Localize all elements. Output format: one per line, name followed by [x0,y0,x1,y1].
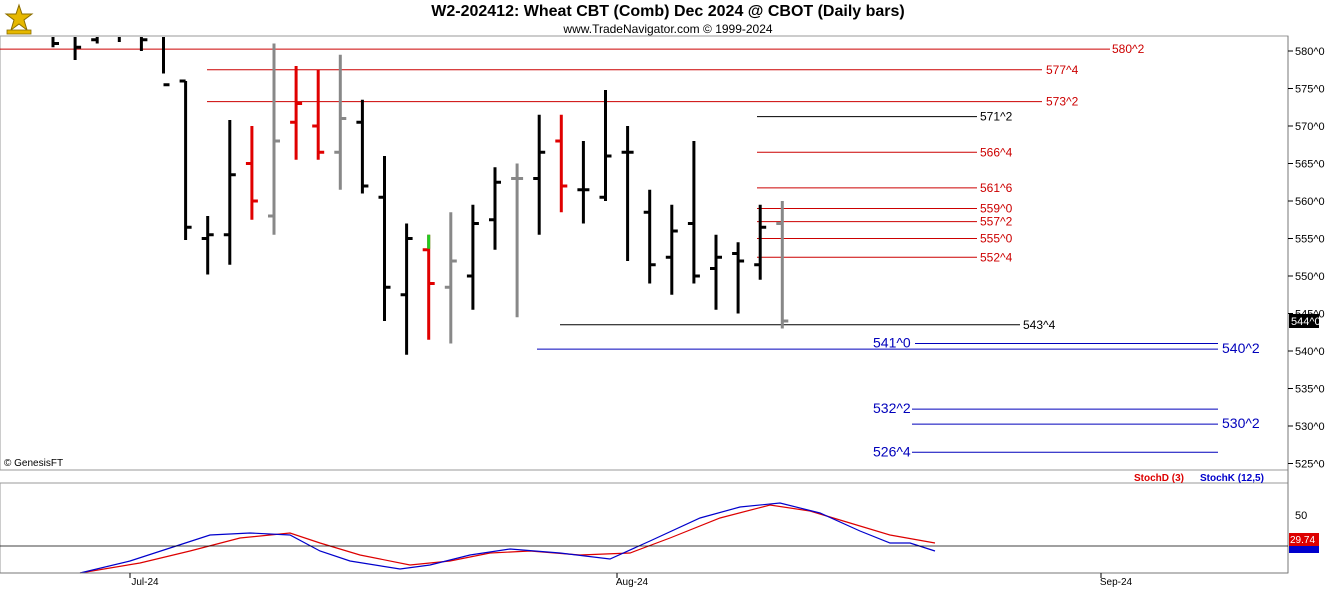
price-tick-label: 580^0 [1295,46,1325,58]
price-tick-label: 540^0 [1295,346,1325,358]
stoch-k-box [1289,546,1319,553]
price-tick-label: 555^0 [1295,234,1325,246]
ohlc-bar [91,37,99,44]
price-panel [0,35,1289,471]
ohlc-bar [223,120,236,265]
ohlc-bar [732,242,745,314]
price-axis: 580^0575^0570^0565^0560^0555^0550^0545^0… [1287,36,1325,573]
ohlc-bar [245,126,258,220]
ohlc-bar [511,163,524,318]
level-label: 526^4 [873,443,911,459]
level-lines: 580^2 577^4 573^2 571^2 566^4 561^6 559^0557^2… [0,42,1260,459]
date-label: Aug-24 [616,577,649,588]
ohlc-bar [51,37,59,48]
ohlc-bar [179,79,192,240]
ohlc-bar [378,156,391,321]
price-tick-label: 570^0 [1295,121,1325,133]
level-label: 541^0 [873,335,911,351]
ohlc-bar [643,189,656,284]
ohlc-bar [621,126,634,261]
level-label: 559^0 [980,202,1013,216]
ohlc-bar [489,167,501,250]
ohlc-bar [599,90,612,201]
last-price-box [1289,314,1319,328]
date-label: Sep-24 [1100,577,1133,588]
ohlc-bar [139,37,148,51]
ohlc-bar [466,204,479,310]
price-tick-label: 535^0 [1295,384,1325,396]
stoch-value-label: 29.74 [1290,535,1315,546]
ohlc-bar [555,114,568,213]
stoch-tick-label: 50 [1295,510,1307,522]
ohlc-bar [290,66,303,160]
price-tick-label: 565^0 [1295,159,1325,171]
ohlc-bar [268,43,280,235]
ohlc-bar [422,234,435,340]
ohlc-bar [400,223,413,355]
level-label: 571^2 [980,110,1013,124]
stoch-d-legend: StochD (3) [1134,473,1184,484]
stoch-k-legend: StochK (12,5) [1200,473,1264,484]
ohlc-bar [162,37,170,87]
copyright-label: © GenesisFT [4,458,64,469]
ohlc-bar [334,54,347,190]
date-label: Jul-24 [131,577,159,588]
price-tick-label: 530^0 [1295,421,1325,433]
chart-title: W2-202412: Wheat CBT (Comb) Dec 2024 @ C… [431,3,905,20]
ohlc-bar [312,69,325,160]
ohlc-bar [201,216,214,275]
chart-subtitle: www.TradeNavigator.com © 1999-2024 [563,22,773,36]
stoch-k-line [79,502,936,574]
date-axis: Jul-24 Aug-24 Sep-24 [0,572,1288,588]
level-label: 566^4 [980,145,1013,159]
level-label: 555^0 [980,232,1013,246]
level-label: 543^4 [1023,318,1056,332]
level-label: 552^4 [980,250,1013,264]
ohlc-bar [665,204,678,295]
stochastic-panel [0,482,1289,574]
ohlc-bar [687,141,700,284]
price-tick-label: 560^0 [1295,196,1325,208]
stoch-value-box [1289,533,1319,546]
ohlc-bar [533,114,546,235]
stoch-d-line [79,504,936,574]
ohlc-bar [73,37,82,60]
level-label: 557^2 [980,215,1013,229]
level-label: 530^2 [1222,415,1260,431]
last-price-marker: 544^0 [1289,314,1321,328]
ohlc-bar [577,141,590,224]
level-label: 580^2 [1112,42,1145,56]
tradenavigator-logo-icon [4,3,34,35]
ohlc-bar [356,99,369,194]
price-tick-label: 575^0 [1295,84,1325,96]
level-label: 561^6 [980,181,1013,195]
level-label: 540^2 [1222,340,1260,356]
ohlc-bar [444,212,457,344]
price-tick-label: 550^0 [1295,271,1325,283]
ohlc-bar [710,234,722,310]
level-label: 573^2 [1046,95,1079,109]
level-label: 577^4 [1046,63,1079,77]
price-tick-label: 525^0 [1295,459,1325,471]
price-bars [51,37,789,355]
level-label: 532^2 [873,400,911,416]
stochastic-lines: 50 29.74 [0,502,1319,574]
ohlc-bar [754,204,767,280]
last-price-label: 544^0 [1291,316,1321,328]
ohlc-bar [776,201,789,329]
